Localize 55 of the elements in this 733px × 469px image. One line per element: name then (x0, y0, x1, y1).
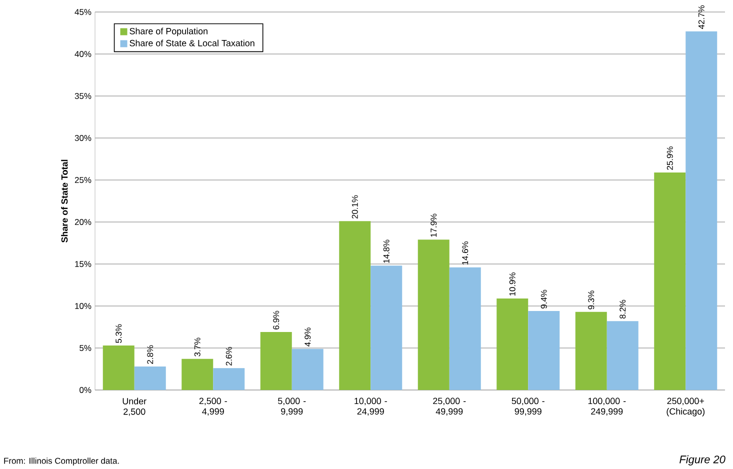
data-label: 9.3% (588, 290, 594, 310)
text: From: Illinois Comptroller data. (4, 458, 119, 466)
bar (418, 240, 450, 390)
x-tick-label: 10,000 - 24,999 (354, 398, 387, 416)
legend-label: Share of Population (130, 28, 208, 36)
data-label: 10.9% (509, 272, 516, 296)
bar (449, 267, 481, 390)
x-tick-label: 50,000 - 99,999 (512, 398, 544, 416)
y-tick-label: 35% (74, 93, 92, 99)
y-tick-label: 40% (74, 51, 92, 57)
y-tick-label: 0% (80, 387, 92, 393)
data-label: 3.7% (194, 338, 200, 356)
x-tick-label: 2,500 - 4,999 (199, 398, 227, 416)
data-label: 20.1% (352, 195, 358, 219)
legend-label: Share of State & Local Taxation (130, 40, 254, 46)
data-label: 9.4% (540, 290, 547, 308)
x-tick-label: 5,000 - 9,999 (278, 398, 306, 416)
y-tick-label: 30% (74, 135, 92, 141)
y-tick-label: 10% (75, 303, 92, 309)
data-label: 4.9% (304, 328, 311, 346)
bar (102, 345, 134, 390)
y-tick-label: 45% (74, 9, 92, 15)
y-tick-label: 15% (75, 261, 92, 267)
bar (182, 358, 214, 390)
data-label: 2.8% (147, 345, 154, 364)
data-label: 6.9% (273, 310, 280, 330)
y-tick-label: 5% (80, 345, 92, 351)
data-label: 25.9% (666, 146, 673, 170)
bar (528, 311, 560, 390)
data-label: 42.7% (698, 5, 704, 29)
x-tick-label: 250,000+ (Chicago) (666, 398, 705, 416)
data-label: 17.9% (430, 214, 437, 237)
data-label: 14.6% (462, 241, 468, 265)
data-label: 2.6% (226, 346, 232, 366)
bar (134, 366, 166, 390)
bar (606, 321, 638, 390)
bar (339, 221, 371, 390)
bar (654, 172, 686, 390)
bar (686, 31, 718, 390)
bar (370, 266, 402, 390)
data-label: 5.3% (116, 324, 122, 343)
bar (575, 312, 607, 390)
y-axis-title: Share of State Total (61, 160, 68, 243)
x-tick-label: Under 2,500 (122, 398, 146, 416)
x-tick-label: 100,000 - 249,999 (588, 398, 626, 416)
y-tick-label: 25% (74, 177, 92, 183)
caption: Figure 20 (680, 455, 726, 466)
bar (213, 368, 245, 390)
y-tick-label: 20% (74, 219, 92, 225)
bar (260, 332, 292, 390)
data-label: 8.2% (620, 300, 626, 319)
bar (496, 298, 528, 390)
bar (292, 348, 324, 390)
x-tick-label: 25,000 - 49,999 (433, 398, 466, 416)
data-label: 14.8% (383, 240, 390, 263)
